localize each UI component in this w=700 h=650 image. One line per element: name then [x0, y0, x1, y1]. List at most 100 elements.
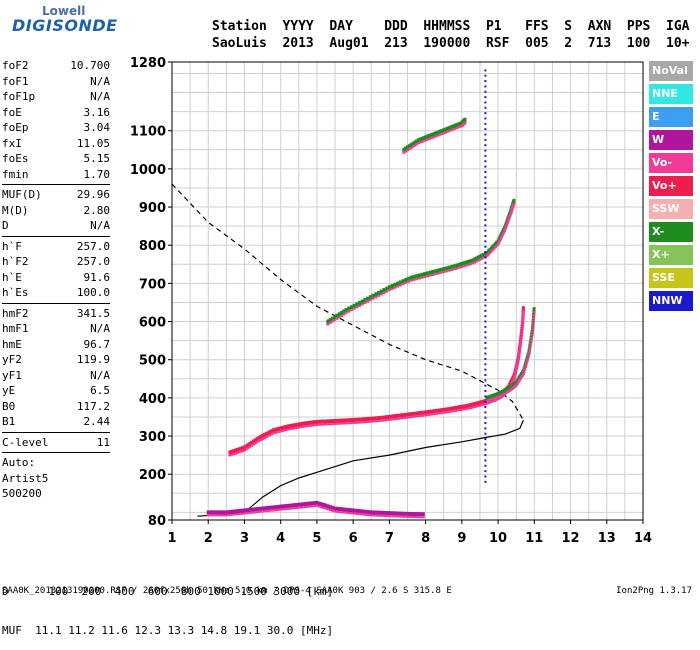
- echo-point: [277, 426, 281, 431]
- logo-main-text: DIGISONDE: [12, 16, 118, 35]
- echo-point: [457, 262, 461, 267]
- marker-dot: [484, 432, 487, 435]
- echo-point: [421, 414, 425, 417]
- trace-sporadic-e: [206, 500, 425, 519]
- marker-dot: [484, 251, 487, 254]
- echo-point: [267, 505, 271, 510]
- echo-point: [381, 510, 385, 515]
- echo-point: [418, 137, 422, 142]
- echo-point: [422, 140, 426, 143]
- echo-point: [358, 509, 362, 514]
- label-2: DAY: [329, 19, 353, 34]
- echo-point: [516, 381, 520, 384]
- echo-point: [436, 130, 440, 135]
- echo-point: [208, 514, 212, 517]
- echo-point: [242, 512, 246, 515]
- echo-point: [402, 413, 406, 418]
- echo-point: [281, 508, 285, 511]
- label-row: Station YYYY DAY DDD HHMMSS P1 FFS S AXN…: [212, 18, 700, 35]
- echo-point: [509, 212, 513, 215]
- marker-dot: [484, 85, 487, 88]
- echo-point: [459, 404, 463, 409]
- echo-point: [415, 516, 419, 519]
- echo-point: [220, 510, 224, 515]
- echo-point: [281, 504, 285, 509]
- echo-point: [353, 417, 357, 422]
- marker-dot: [484, 357, 487, 360]
- echo-point: [279, 508, 283, 511]
- marker-dot: [484, 154, 487, 157]
- echo-point: [353, 508, 357, 513]
- echo-point: [418, 141, 422, 144]
- echo-point: [515, 367, 519, 370]
- echo-point: [250, 444, 254, 447]
- marker-dot: [484, 395, 487, 398]
- legend-item-vo: Vo-: [649, 153, 693, 173]
- y-tick-label: 900: [139, 201, 166, 216]
- echo-point: [413, 144, 417, 147]
- echo-point: [531, 325, 535, 328]
- echo-point: [281, 429, 285, 432]
- echo-point: [345, 422, 349, 425]
- param-label: h`F2: [2, 255, 29, 268]
- echo-point: [424, 139, 428, 142]
- echo-point: [284, 428, 288, 431]
- echo-point: [469, 407, 473, 410]
- echo-point: [511, 204, 515, 207]
- echo-point: [531, 328, 535, 331]
- echo-point: [453, 264, 457, 269]
- echo-point: [306, 501, 310, 506]
- echo-point: [334, 422, 338, 425]
- param-row: h`F2 257.0: [2, 254, 110, 270]
- echo-point: [412, 278, 416, 281]
- echo-point: [297, 426, 301, 429]
- echo-point: [310, 501, 314, 506]
- echo-point: [244, 444, 248, 449]
- echo-point: [417, 516, 421, 519]
- echo-point: [366, 296, 370, 301]
- echo-point: [442, 267, 446, 272]
- legend-item-vo: Vo+: [649, 176, 693, 196]
- echo-point: [331, 423, 335, 426]
- echo-point: [529, 339, 533, 342]
- echo-point: [326, 323, 330, 326]
- echo-point: [405, 412, 409, 417]
- label-3: DDD: [384, 19, 408, 34]
- echo-point: [272, 509, 276, 512]
- param-label: B1: [2, 415, 16, 428]
- echo-point: [267, 509, 271, 512]
- digisonde-logo: Lowell DIGISONDE: [4, 4, 164, 38]
- param-label: foF1p: [2, 90, 36, 103]
- echo-point: [415, 139, 419, 144]
- marker-dot: [484, 283, 487, 286]
- param-row: yF1 N/A: [2, 368, 110, 384]
- param-separator: [2, 452, 110, 453]
- param-label: MUF(D): [2, 188, 42, 201]
- echo-point: [362, 513, 366, 516]
- echo-point: [299, 502, 303, 507]
- echo-point: [353, 512, 357, 515]
- echo-point: [374, 510, 378, 515]
- echo-point: [358, 421, 362, 424]
- echo-point: [238, 512, 242, 515]
- param-value: 10.700: [70, 59, 110, 72]
- param-separator: [2, 431, 110, 433]
- echo-point: [367, 514, 371, 517]
- echo-point: [344, 312, 348, 315]
- echo-point: [233, 509, 237, 514]
- echo-point: [360, 509, 364, 514]
- echo-point: [235, 451, 239, 454]
- echo-point: [521, 323, 525, 326]
- label-7: S: [564, 19, 573, 34]
- echo-point: [531, 322, 535, 325]
- echo-point: [468, 259, 472, 264]
- echo-point: [450, 268, 454, 271]
- echo-point: [415, 411, 419, 416]
- param-value: N/A: [90, 219, 110, 232]
- echo-point: [270, 433, 274, 436]
- echo-point: [290, 427, 294, 430]
- echo-point: [295, 502, 299, 507]
- y-tick-label: 1280: [130, 56, 166, 71]
- x-tick-label: 7: [385, 531, 394, 546]
- echo-point: [502, 230, 506, 233]
